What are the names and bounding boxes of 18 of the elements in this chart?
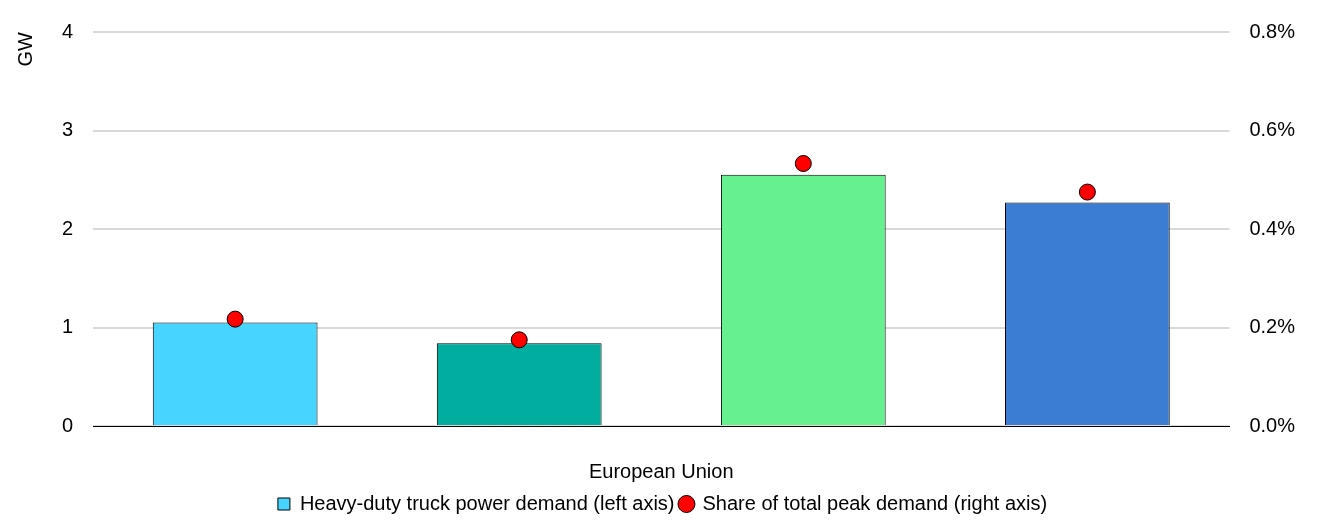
y-axis-title: GW	[13, 31, 36, 67]
y2-tick-label: 0.0%	[1249, 413, 1296, 436]
y-tick-label: 3	[62, 118, 74, 141]
point	[226, 310, 244, 328]
y-tick-label: 0	[62, 413, 74, 436]
legend-label: Share of total peak demand (right axis)	[702, 491, 1048, 514]
point	[510, 331, 528, 349]
y2-tick-label: 0.8%	[1249, 19, 1296, 42]
point	[1078, 183, 1096, 201]
y-tick-label: 2	[62, 216, 74, 239]
legend-label: Heavy-duty truck power demand (left axis)	[299, 491, 675, 514]
y-tick-label: 4	[62, 19, 74, 42]
y2-tick-label: 0.2%	[1249, 315, 1296, 338]
y-tick-label: 1	[62, 315, 74, 338]
y2-tick-label: 0.6%	[1249, 118, 1296, 141]
x-axis-title: European Union	[588, 459, 734, 482]
y2-tick-label: 0.4%	[1249, 216, 1296, 239]
point	[794, 155, 812, 172]
